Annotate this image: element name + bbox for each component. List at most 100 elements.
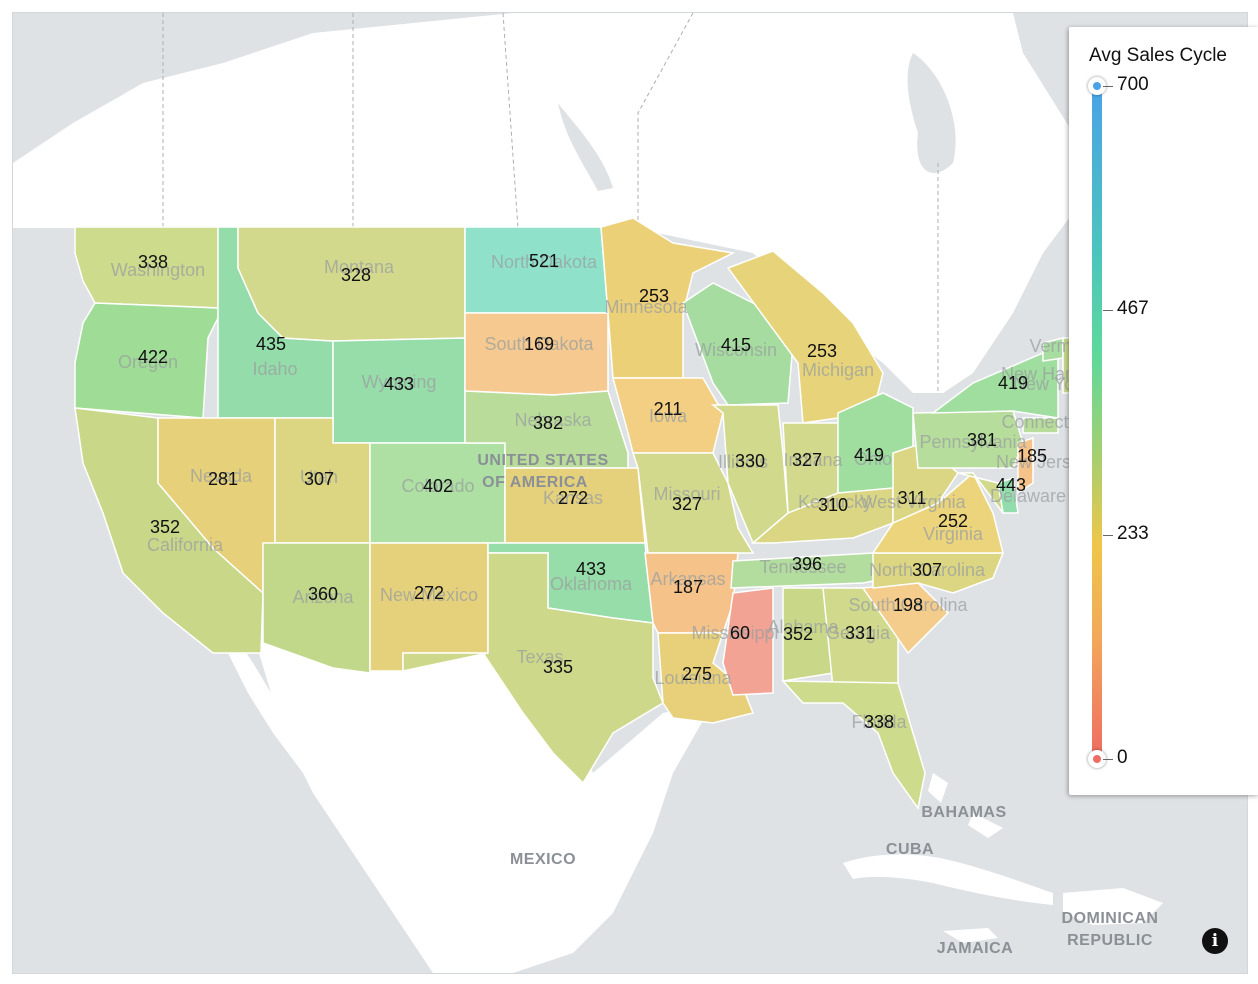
legend-max-label: 700 <box>1117 74 1149 95</box>
state-mi[interactable] <box>726 250 884 424</box>
state-value-label: 253 <box>807 341 837 361</box>
legend-max-handle[interactable] <box>1088 77 1106 95</box>
map-canvas[interactable]: Washington Oregon California Idaho Nevada Mon… <box>12 12 1248 974</box>
state-name-label: Pennsylvania <box>919 432 1027 452</box>
legend-min-handle[interactable] <box>1088 750 1106 768</box>
state-value-label: 328 <box>341 265 371 285</box>
state-name-label: Idaho <box>252 359 297 379</box>
state-name-label: Washington <box>111 260 205 280</box>
state-name-label: Kansas <box>543 488 603 508</box>
state-value-label: 272 <box>558 488 588 508</box>
state-name-label: Utah <box>300 467 338 487</box>
state-tx[interactable] <box>402 552 664 785</box>
state-name-label: Nebraska <box>514 410 592 430</box>
state-value-label: 281 <box>208 469 238 489</box>
state-value-label: 396 <box>792 554 822 574</box>
dominican-country-label-2: REPUBLIC <box>1067 932 1153 949</box>
state-sd[interactable] <box>464 312 609 396</box>
bahamas-country-label: BAHAMAS <box>921 804 1006 821</box>
baja-peninsula <box>228 633 313 773</box>
state-name-label: Oklahoma <box>550 574 633 594</box>
state-name-label: Michigan <box>802 360 874 380</box>
state-name-label: Mississippi <box>691 623 778 643</box>
state-name-label: Missouri <box>653 484 720 504</box>
state-value-label: 382 <box>533 413 563 433</box>
state-la[interactable] <box>657 632 755 724</box>
state-value-label: 330 <box>735 451 765 471</box>
legend-tick-label: 233 <box>1117 523 1149 544</box>
state-ms[interactable] <box>722 587 774 696</box>
state-nj[interactable] <box>1017 436 1034 495</box>
legend-tick <box>1103 535 1113 536</box>
state-fl[interactable] <box>781 680 926 810</box>
state-name-label: Minnesota <box>604 297 688 317</box>
state-name-label: Alabama <box>767 617 839 637</box>
state-value-label: 311 <box>898 488 927 508</box>
state-name-label: Iowa <box>649 406 688 426</box>
state-name-label: West Virginia <box>860 492 966 512</box>
jamaica-landmass <box>943 928 998 943</box>
state-name-label: Arkansas <box>650 569 725 589</box>
state-name-label: Nevada <box>190 466 253 486</box>
state-value-label: 381 <box>967 430 997 450</box>
state-name-label: Ohio <box>854 449 892 469</box>
state-value-label: 335 <box>543 657 573 677</box>
legend-tick <box>1103 86 1113 87</box>
state-name-label: Illinois <box>718 452 768 472</box>
state-name-label: Montana <box>324 257 395 277</box>
legend-min-label: 0 <box>1117 747 1128 768</box>
state-name-label: Kentucky <box>798 492 872 512</box>
state-value-label: 198 <box>893 595 923 615</box>
canada-lake <box>907 53 956 173</box>
state-ct[interactable] <box>1022 417 1059 434</box>
state-mn[interactable] <box>600 217 736 379</box>
mexico-country-label: MEXICO <box>510 851 576 868</box>
legend-title: Avg Sales Cycle <box>1089 45 1227 66</box>
state-ga[interactable] <box>822 587 899 689</box>
state-name-label: Wyoming <box>362 372 437 392</box>
canada-lake <box>558 103 613 191</box>
legend-gradient-bar <box>1092 87 1102 759</box>
state-name-label: Delaware <box>990 486 1066 506</box>
usa-country-label-2: OF AMERICA <box>482 474 588 491</box>
info-icon[interactable]: i <box>1202 928 1228 954</box>
legend-tick <box>1103 310 1113 311</box>
state-value-label: 60 <box>730 623 750 643</box>
state-name-label: Indiana <box>783 450 843 470</box>
state-nm[interactable] <box>369 542 489 672</box>
state-value-label: 275 <box>682 664 712 684</box>
state-value-label: 422 <box>138 347 168 367</box>
state-value-label: 272 <box>414 583 444 603</box>
state-value-label: 433 <box>384 374 414 394</box>
state-name-label: New Jersey <box>996 452 1090 472</box>
state-name-label: Wisconsin <box>695 340 777 360</box>
state-name-label: Arizona <box>292 587 354 607</box>
state-value-label: 169 <box>524 334 554 354</box>
state-value-label: 307 <box>912 560 942 580</box>
state-value-label: 211 <box>654 399 683 419</box>
color-scale-legend: Avg Sales Cycle 700 467 233 0 <box>1069 27 1258 795</box>
state-value-label: 415 <box>721 335 751 355</box>
state-value-label: 185 <box>1017 446 1047 466</box>
state-mo[interactable] <box>631 452 755 554</box>
state-value-label: 435 <box>256 334 286 354</box>
state-value-label: 307 <box>304 469 334 489</box>
jamaica-country-label: JAMAICA <box>937 940 1013 957</box>
state-value-label: 338 <box>138 252 168 272</box>
state-value-label: 352 <box>783 624 813 644</box>
state-value-label: 338 <box>864 712 894 732</box>
state-name-label: Virginia <box>923 524 984 544</box>
state-value-label: 433 <box>576 559 606 579</box>
state-value-label: 327 <box>672 494 702 514</box>
legend-tick <box>1103 759 1113 760</box>
state-name-label: Georgia <box>826 623 891 643</box>
state-value-label: 331 <box>845 623 875 643</box>
state-value-label: 253 <box>639 286 669 306</box>
state-name-label: New Mexico <box>380 585 478 605</box>
legend-tick-label: 467 <box>1117 298 1149 319</box>
state-value-label: 443 <box>996 475 1026 495</box>
state-md[interactable] <box>957 472 1004 514</box>
state-name-label: North Carolina <box>869 560 986 580</box>
state-name-label: South Carolina <box>848 595 968 615</box>
state-value-label: 419 <box>998 373 1028 393</box>
